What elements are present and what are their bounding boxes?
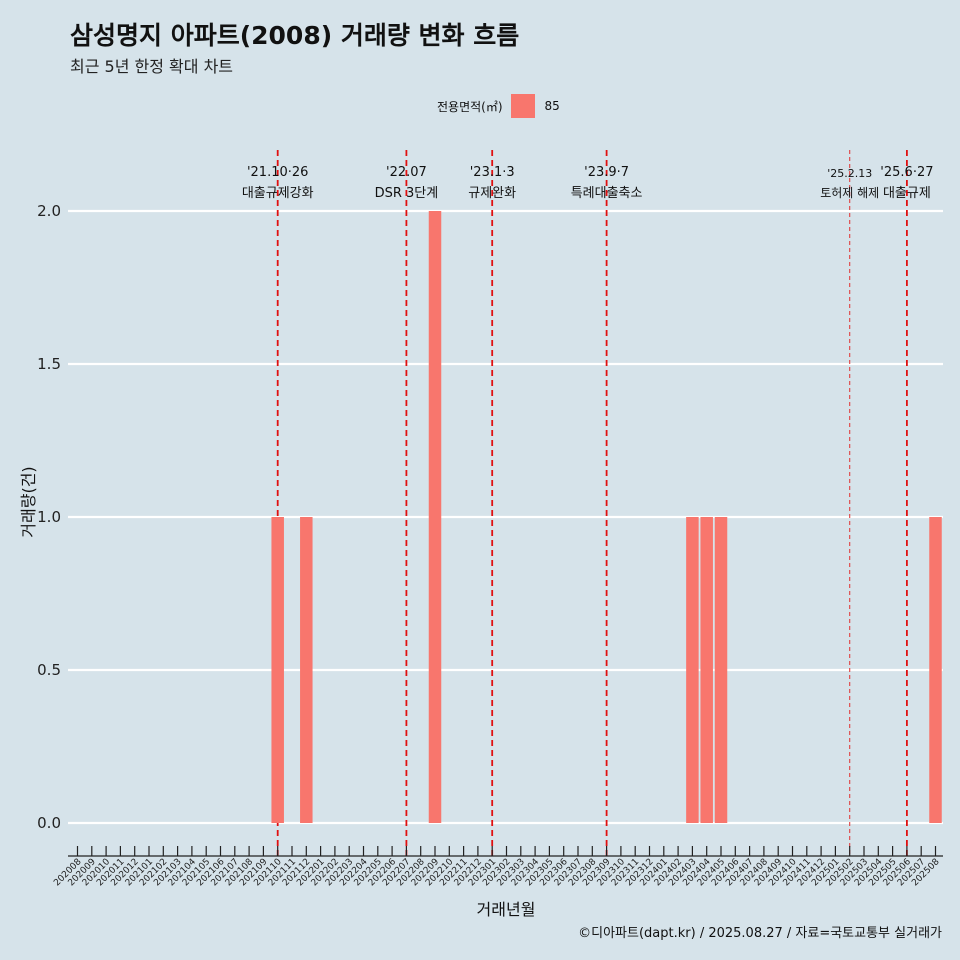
x-axis-label: 거래년월 — [477, 900, 536, 919]
y-tick-label: 1.5 — [37, 355, 61, 373]
y-tick-label: 0.0 — [37, 814, 61, 832]
event-label: 규제완화 — [468, 186, 516, 201]
y-axis-label: 거래량(건) — [19, 466, 38, 537]
event-date: '23.9·7 — [584, 165, 629, 180]
bars — [271, 211, 942, 823]
event-annotations: '21.10·26 대출규제강화 '22.07 DSR 3단계 '23.1·3 규제완화 '… — [242, 165, 934, 201]
event-lines — [276, 150, 908, 856]
x-axis: 2020082020092020102020112020122021012021… — [52, 846, 943, 888]
bar — [271, 517, 284, 823]
bar — [929, 517, 942, 823]
bar — [300, 517, 313, 823]
event-label: 토허제 해제 — [820, 186, 879, 200]
y-tick-label: 0.5 — [37, 661, 61, 679]
source-caption: ©디아파트(dapt.kr) / 2025.08.27 / 자료=국토교통부 실… — [578, 926, 942, 941]
chart-title: 삼성명지 아파트(2008) 거래량 변화 흐름 — [70, 21, 520, 50]
legend-title: 전용면적(㎡) — [437, 99, 503, 114]
chart-subtitle: 최근 5년 한정 확대 차트 — [70, 57, 234, 76]
bar — [428, 211, 442, 823]
legend: 전용면적(㎡) 85 — [437, 94, 560, 118]
event-date: '25.2.13 — [827, 167, 872, 180]
event-label: 특례대출축소 — [571, 186, 643, 201]
bar — [714, 517, 728, 823]
event-date: '25.6·27 — [880, 165, 933, 180]
event-label: 대출규제 — [883, 186, 931, 201]
event-date: '21.10·26 — [247, 165, 308, 180]
event-label: DSR 3단계 — [375, 186, 439, 201]
event-date: '23.1·3 — [470, 165, 515, 180]
y-gridlines — [68, 209, 943, 825]
bar — [700, 517, 713, 823]
y-tick-label: 2.0 — [37, 202, 61, 220]
y-tick-labels: 0.0 0.5 1.0 1.5 2.0 — [37, 202, 61, 832]
legend-label-85: 85 — [544, 99, 560, 113]
bar — [686, 517, 699, 823]
legend-key-85 — [510, 94, 535, 118]
y-tick-label: 1.0 — [37, 508, 61, 526]
event-label: 대출규제강화 — [242, 186, 314, 201]
event-date: '22.07 — [386, 165, 427, 180]
